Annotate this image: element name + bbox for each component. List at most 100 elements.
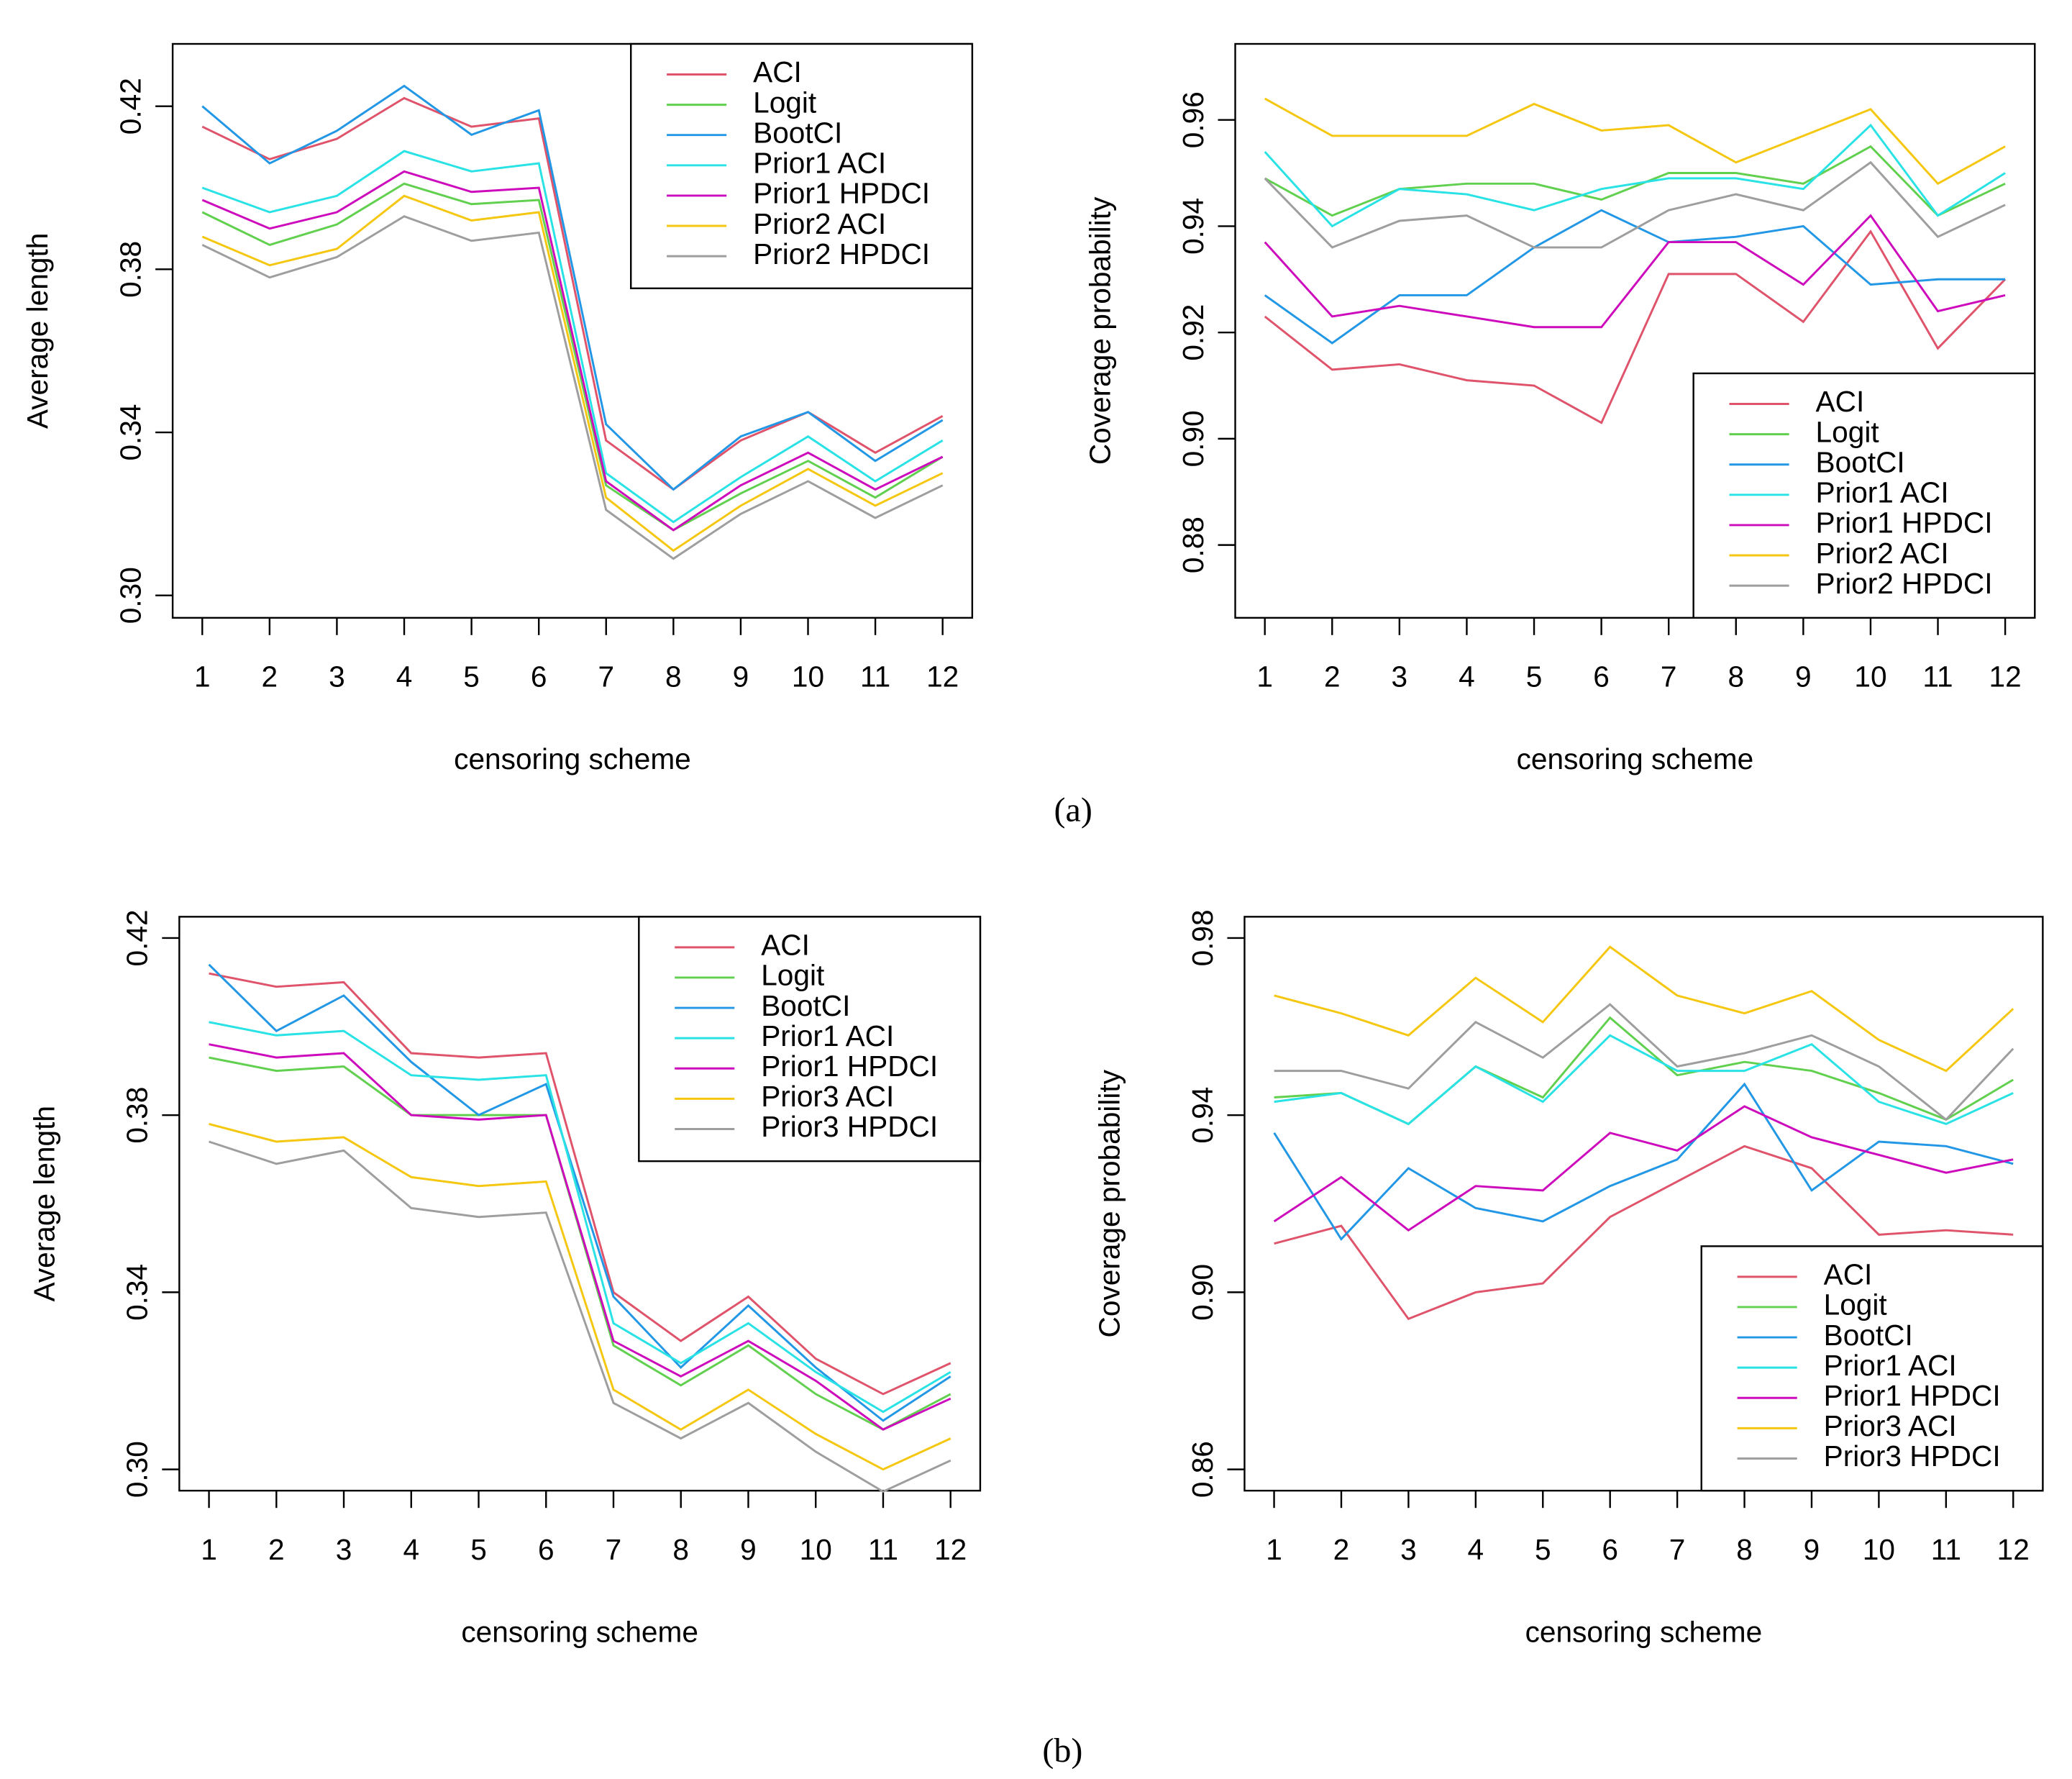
x-tick-label: 10 (792, 660, 824, 693)
series-line (201, 215, 944, 560)
x-tick-label: 9 (733, 660, 749, 693)
y-tick-label: 0.30 (114, 567, 147, 624)
series-line (201, 182, 944, 532)
series-line (208, 963, 951, 1422)
y-tick-label: 0.90 (1177, 410, 1210, 467)
legend-label: Prior1 HPDCI (761, 1050, 938, 1083)
x-tick-label: 2 (1333, 1533, 1350, 1566)
legend-label: Prior3 ACI (761, 1080, 894, 1113)
legend-label: Prior2 HPDCI (1816, 567, 1993, 600)
y-tick-label: 0.96 (1177, 91, 1210, 148)
x-tick-label: 8 (665, 660, 682, 693)
legend-label: Prior1 ACI (761, 1019, 894, 1052)
legend-label: BootCI (761, 989, 850, 1022)
plot-frame (1243, 916, 2044, 1492)
legend-label: Prior3 ACI (1824, 1409, 1957, 1442)
series-line (209, 1123, 951, 1471)
x-tick-label: 8 (672, 1533, 689, 1566)
x-tick-label: 7 (1669, 1533, 1686, 1566)
series-line (201, 84, 944, 491)
legend-label: ACI (761, 929, 810, 962)
x-tick-label: 9 (740, 1533, 757, 1566)
legend-label: Prior1 ACI (1824, 1349, 1957, 1382)
legend-label: ACI (1816, 385, 1865, 418)
plot-frame (1234, 42, 2036, 619)
caption: (b) (1042, 1732, 1082, 1770)
legend-label: BootCI (1816, 445, 1905, 478)
series-line (1264, 97, 2006, 186)
legend-label: Logit (761, 959, 824, 992)
x-tick-label: 11 (1931, 1533, 1961, 1566)
x-tick-label: 6 (538, 1533, 554, 1566)
legend-label: Prior1 HPDCI (1824, 1379, 2001, 1412)
x-tick-label: 11 (860, 660, 890, 693)
x-tick-label: 4 (403, 1533, 419, 1566)
legend-label: Prior1 ACI (1816, 476, 1949, 509)
x-tick-label: 7 (1661, 660, 1677, 693)
x-tick-label: 6 (531, 660, 547, 693)
legend-label: BootCI (753, 116, 842, 149)
x-tick-label: 9 (1804, 1533, 1820, 1566)
legend-label: Logit (1816, 415, 1879, 448)
y-tick-label: 0.94 (1186, 1087, 1219, 1144)
x-tick-label: 12 (1997, 1533, 2030, 1566)
x-axis-label: censoring scheme (454, 742, 691, 775)
x-tick-label: 10 (1863, 1533, 1895, 1566)
legend-label: ACI (753, 55, 802, 88)
x-tick-label: 2 (268, 1533, 285, 1566)
x-tick-label: 7 (598, 660, 614, 693)
plot-frame (178, 916, 982, 1492)
series-line (1264, 123, 2006, 228)
legend-label: ACI (1824, 1258, 1873, 1291)
x-tick-label: 3 (336, 1533, 352, 1566)
x-tick-label: 1 (1266, 1533, 1282, 1566)
x-tick-label: 11 (1922, 660, 1953, 693)
x-tick-label: 10 (800, 1533, 832, 1566)
x-tick-label: 5 (463, 660, 480, 693)
plot-frame (171, 42, 974, 619)
series-line (201, 194, 944, 552)
x-tick-label: 3 (1400, 1533, 1417, 1566)
legend-label: Prior1 ACI (753, 147, 886, 180)
series-line (1274, 1145, 2014, 1321)
y-axis-label: Coverage probability (1084, 196, 1117, 465)
x-axis-label: censoring scheme (1517, 742, 1754, 775)
y-axis-label: Coverage probability (1093, 1069, 1126, 1337)
series-line (1264, 214, 2006, 329)
x-tick-label: 6 (1602, 1533, 1618, 1566)
series-line (1274, 1003, 2014, 1121)
x-tick-label: 11 (868, 1533, 898, 1566)
y-tick-label: 0.86 (1186, 1441, 1219, 1498)
x-tick-label: 5 (1535, 1533, 1551, 1566)
series-line (209, 1043, 951, 1431)
x-tick-label: 10 (1854, 660, 1886, 693)
series-line (201, 96, 944, 491)
legend-label: Prior1 HPDCI (753, 177, 930, 210)
x-tick-label: 12 (1989, 660, 2022, 693)
series-line (209, 1140, 951, 1493)
x-axis-label: censoring scheme (1525, 1615, 1763, 1648)
series-line (1264, 145, 2006, 217)
y-tick-label: 0.42 (114, 78, 147, 135)
series-line (1274, 1016, 2014, 1126)
x-tick-label: 5 (1526, 660, 1543, 693)
series-line (1274, 945, 2014, 1073)
legend-label: Prior1 HPDCI (1816, 506, 1993, 540)
x-tick-label: 9 (1795, 660, 1812, 693)
legend-label: Logit (753, 86, 816, 119)
y-tick-label: 0.34 (114, 404, 147, 460)
y-tick-label: 0.94 (1177, 198, 1210, 255)
y-axis-label: Average length (21, 233, 54, 429)
y-tick-label: 0.42 (121, 909, 154, 966)
x-tick-label: 12 (926, 660, 959, 693)
y-tick-label: 0.34 (121, 1264, 154, 1321)
x-tick-label: 4 (1468, 1533, 1484, 1566)
legend-label: Prior3 HPDCI (761, 1110, 938, 1143)
series-line (1273, 1105, 2014, 1232)
y-tick-label: 0.30 (121, 1441, 154, 1498)
series-line (201, 150, 944, 524)
x-tick-label: 8 (1728, 660, 1744, 693)
x-tick-label: 1 (1256, 660, 1273, 693)
x-tick-label: 3 (1392, 660, 1408, 693)
